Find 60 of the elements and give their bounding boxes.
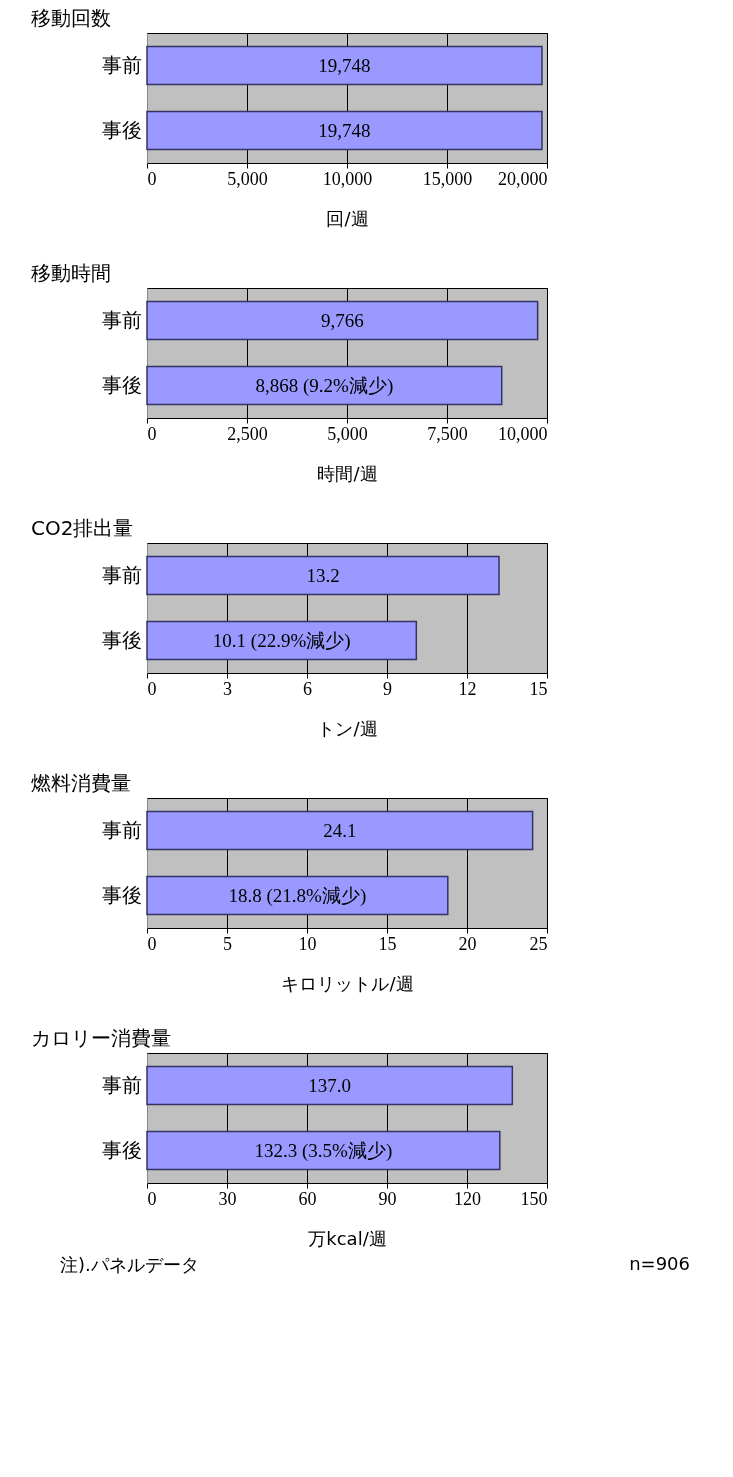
data-label: 13.2 — [306, 564, 340, 586]
x-axis-title: 回/週 — [326, 207, 369, 229]
chart-title: カロリー消費量 — [31, 1026, 171, 1050]
data-label: 19,748 — [318, 119, 371, 141]
x-tick-label: 12 — [458, 678, 477, 699]
x-tick-label: 0 — [147, 423, 157, 444]
x-tick-label: 0 — [147, 678, 157, 699]
data-label: 19,748 — [318, 54, 371, 76]
chart-title: 移動回数 — [31, 6, 111, 30]
x-tick-label: 15 — [529, 678, 548, 699]
y-tick-label: 事後 — [101, 882, 142, 907]
x-tick-label: 6 — [303, 678, 312, 699]
x-tick-label: 9 — [383, 678, 392, 699]
y-tick-label: 事後 — [101, 372, 142, 397]
data-label: 8,868 (9.2%減少) — [255, 374, 394, 397]
x-tick-label: 0 — [147, 933, 157, 954]
x-tick-label: 10 — [298, 933, 317, 954]
data-label: 10.1 (22.9%減少) — [212, 629, 351, 652]
y-tick-label: 事後 — [101, 627, 142, 652]
x-tick-label: 90 — [378, 1188, 397, 1209]
x-tick-label: 2,500 — [227, 423, 268, 444]
data-label: 132.3 (3.5%減少) — [254, 1139, 393, 1162]
y-tick-label: 事後 — [101, 117, 142, 142]
text: n=906 — [629, 1253, 690, 1276]
x-tick-label: 20,000 — [498, 168, 548, 189]
y-tick-label: 事前 — [101, 817, 142, 842]
x-tick-label: 30 — [218, 1188, 237, 1209]
text: 注).パネルデータ — [60, 1253, 199, 1277]
data-label: 9,766 — [320, 309, 364, 331]
x-tick-label: 15,000 — [422, 168, 473, 189]
x-tick-label: 3 — [223, 678, 232, 699]
chart-title: CO2排出量 — [31, 516, 134, 540]
x-tick-label: 5,000 — [227, 168, 268, 189]
y-tick-label: 事前 — [101, 1072, 142, 1097]
x-tick-label: 0 — [147, 1188, 157, 1209]
chart-title: 移動時間 — [31, 261, 111, 285]
x-axis-title: トン/週 — [317, 717, 378, 739]
y-tick-label: 事後 — [101, 1137, 142, 1162]
x-tick-label: 0 — [147, 168, 157, 189]
x-tick-label: 120 — [454, 1188, 481, 1209]
x-tick-label: 60 — [298, 1188, 317, 1209]
y-tick-label: 事前 — [101, 52, 142, 77]
x-tick-label: 15 — [378, 933, 397, 954]
x-tick-label: 20 — [458, 933, 477, 954]
y-tick-label: 事前 — [101, 562, 142, 587]
x-tick-label: 25 — [529, 933, 548, 954]
x-axis-title: 万kcal/週 — [308, 1227, 387, 1249]
x-tick-label: 10,000 — [322, 168, 373, 189]
y-tick-label: 事前 — [101, 307, 142, 332]
x-tick-label: 7,500 — [427, 423, 468, 444]
x-tick-label: 10,000 — [498, 423, 548, 444]
x-axis-title: 時間/週 — [317, 462, 378, 484]
data-label: 18.8 (21.8%減少) — [228, 884, 367, 907]
x-tick-label: 5,000 — [327, 423, 368, 444]
x-tick-label: 150 — [520, 1188, 548, 1209]
data-label: 137.0 — [308, 1074, 352, 1096]
chart-title: 燃料消費量 — [31, 771, 131, 795]
x-tick-label: 5 — [223, 933, 232, 954]
data-label: 24.1 — [323, 819, 357, 841]
x-axis-title: キロリットル/週 — [281, 972, 414, 994]
